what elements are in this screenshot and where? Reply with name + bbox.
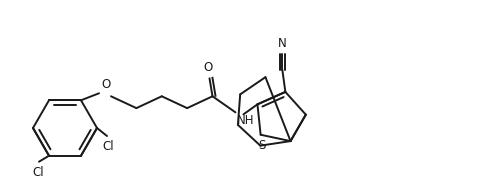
Text: O: O bbox=[101, 78, 110, 91]
Text: S: S bbox=[258, 139, 265, 152]
Text: NH: NH bbox=[237, 114, 254, 127]
Text: N: N bbox=[278, 37, 287, 50]
Text: O: O bbox=[203, 61, 212, 74]
Text: Cl: Cl bbox=[32, 166, 44, 179]
Text: Cl: Cl bbox=[102, 140, 114, 153]
